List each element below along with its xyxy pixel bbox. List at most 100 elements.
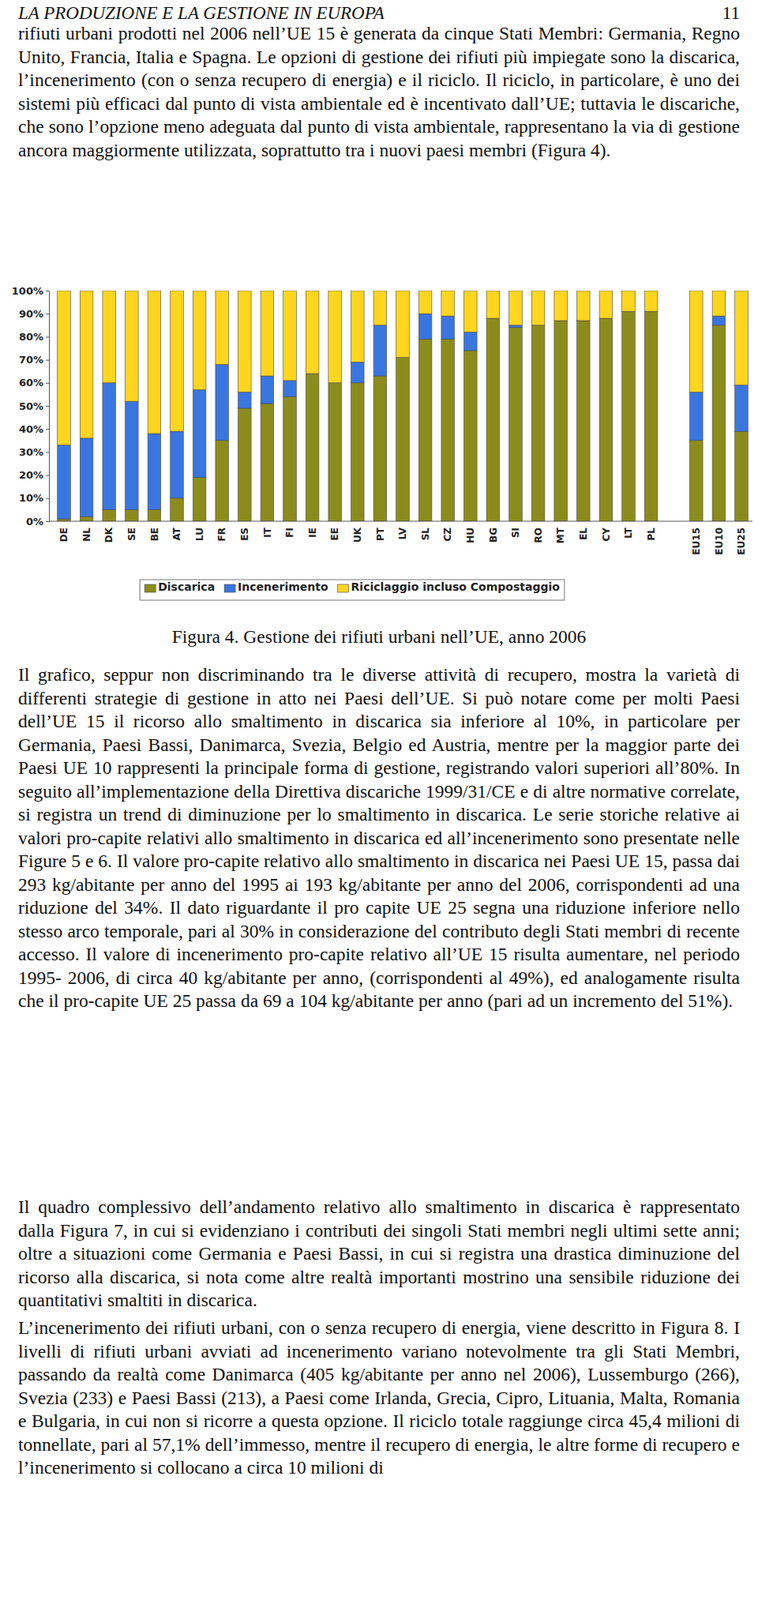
bars — [57, 290, 749, 522]
y-tick-label: 70% — [18, 353, 44, 366]
x-tick: EU15 — [690, 521, 702, 556]
y-tick: 90% — [18, 307, 49, 320]
page-number: 11 — [722, 3, 740, 24]
x-tick: ES — [239, 521, 251, 541]
bar-segment — [79, 438, 94, 517]
bar-segment — [328, 382, 342, 522]
x-tick-label: IE — [307, 527, 319, 538]
x-tick-label: DE — [58, 527, 70, 542]
legend-item: Incenerimento — [224, 580, 329, 593]
bar-segment — [102, 382, 117, 511]
y-tick: 20% — [18, 469, 49, 481]
legend-item: Riciclaggio incluso Compostaggio — [337, 580, 561, 593]
x-tick: EE — [329, 521, 341, 541]
bar-segment — [260, 403, 274, 522]
x-tick-label: SE — [126, 527, 138, 541]
x-tick-label: PT — [375, 526, 387, 541]
bar-segment — [147, 433, 162, 510]
bar-segment — [531, 325, 545, 522]
bar-segment — [554, 320, 568, 522]
x-tick: CY — [600, 521, 612, 542]
bar-segment — [79, 516, 94, 522]
bar-segment — [576, 290, 590, 321]
bar-segment — [441, 338, 455, 522]
x-tick-label: PL — [645, 527, 657, 541]
bar-segment — [509, 290, 523, 326]
y-tick: 0% — [26, 515, 49, 528]
bar-segment — [441, 290, 455, 316]
x-tick: SE — [126, 521, 138, 541]
bar-segment — [712, 290, 726, 316]
legend-label: Riciclaggio incluso Compostaggio — [351, 580, 561, 593]
y-tick-mark — [45, 475, 49, 477]
bar-segment — [418, 338, 432, 522]
y-tick-mark — [45, 313, 49, 315]
x-tick: HU — [465, 521, 477, 544]
bar-segment — [599, 318, 613, 522]
x-tick: LU — [194, 521, 206, 541]
bar-segment — [260, 375, 274, 404]
bar-segment — [170, 498, 184, 522]
paragraph: Il quadro complessivo dell’andamento rel… — [18, 1195, 740, 1313]
caption: Figura 4. Gestione dei rifiuti urbani ne… — [0, 626, 758, 648]
x-tick-label: SI — [510, 527, 522, 538]
x-tick: BE — [149, 521, 161, 541]
y-tick-mark — [45, 360, 49, 361]
x-tick-label: LU — [194, 527, 206, 541]
x-tick-label: BE — [149, 527, 161, 541]
y-tick: 80% — [18, 330, 49, 343]
bar-segment — [260, 290, 274, 376]
bar-segment — [509, 325, 523, 328]
y-tick: 60% — [18, 376, 49, 389]
y-tick-mark — [45, 382, 49, 384]
x-tick: LV — [397, 521, 409, 540]
bar-segment — [622, 311, 636, 522]
bar-segment — [305, 373, 319, 522]
legend-box — [139, 579, 565, 601]
bar-segment — [238, 408, 252, 522]
y-tick: 30% — [18, 446, 49, 458]
bar-segment — [102, 509, 117, 522]
y-tick: 100% — [11, 285, 49, 297]
bar-segment — [531, 290, 545, 326]
x-tick-label: FI — [284, 527, 296, 538]
x-tick: PT — [375, 521, 387, 541]
bar-segment — [351, 382, 365, 522]
x-tick: UK — [352, 521, 364, 543]
bar-segment — [238, 290, 252, 392]
x-tick: EU25 — [735, 521, 747, 556]
y-tick-label: 30% — [18, 446, 44, 458]
x-tick-label: MT — [555, 526, 567, 544]
bar-segment — [147, 509, 162, 522]
x-tick-label: HU — [465, 527, 477, 544]
bar-segment — [689, 290, 703, 392]
y-tick-mark — [45, 405, 49, 407]
bar-segment — [554, 290, 568, 321]
x-tick: PL — [645, 521, 657, 541]
x-tick-label: FR — [216, 527, 228, 541]
bar-segment — [396, 290, 410, 358]
y-tick-label: 60% — [18, 376, 44, 389]
x-tick-label: EE — [329, 527, 341, 541]
legend-swatch — [144, 584, 156, 593]
x-tick: BG — [487, 521, 500, 543]
bar-segment — [599, 290, 613, 319]
x-tick: EU10 — [713, 521, 725, 556]
x-tick-label: EU25 — [735, 527, 747, 556]
paragraph: rifiuti urbani prodotti nel 2006 nell’UE… — [18, 22, 740, 162]
paragraph: L’incenerimento dei rifiuti urbani, con … — [18, 1316, 740, 1480]
x-tick-label: EL — [577, 527, 590, 541]
x-tick: DE — [58, 521, 70, 542]
x-tick-label: RO — [532, 527, 545, 543]
bar-segment — [57, 445, 72, 519]
bar-segment — [486, 318, 500, 522]
bar-segment — [305, 290, 319, 374]
y-axis: 0%10%20%30%40%50%60%70%80%90%100% — [11, 285, 50, 528]
bar-segment — [215, 290, 229, 364]
x-tick: FR — [216, 521, 228, 541]
x-tick-label: LV — [397, 526, 409, 540]
x-tick-label: LT — [622, 526, 635, 539]
bar-segment — [644, 290, 658, 312]
bar-segment — [57, 290, 72, 446]
y-tick-label: 10% — [18, 491, 44, 504]
